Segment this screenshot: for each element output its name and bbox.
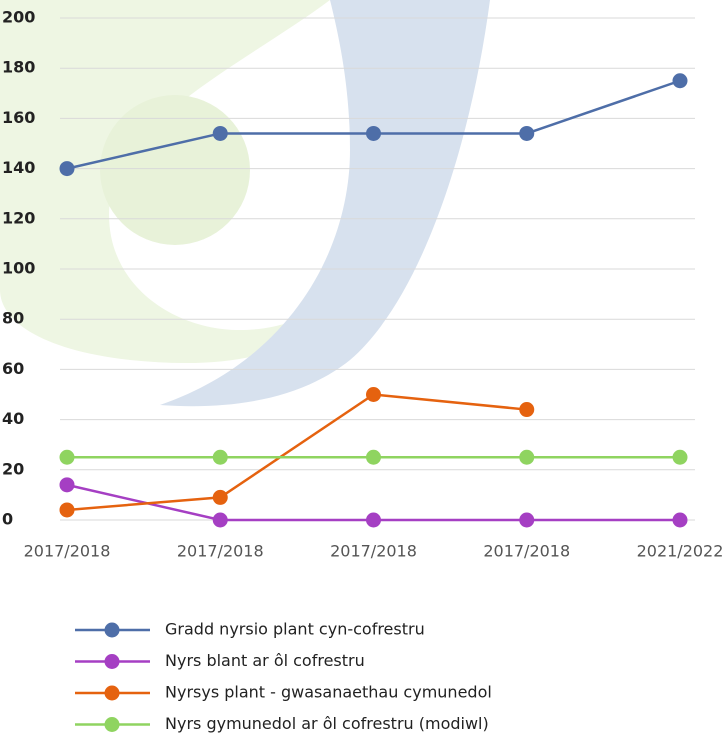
- legend-marker: [104, 717, 120, 732]
- data-point: [519, 449, 535, 465]
- legend-label: Nyrs blant ar ôl cofrestru: [165, 651, 365, 670]
- x-tick-label: 2017/2018: [483, 542, 570, 561]
- background-decoration: [0, 0, 490, 407]
- data-point: [519, 125, 535, 141]
- x-tick-label: 2017/2018: [177, 542, 264, 561]
- data-point: [672, 449, 688, 465]
- data-point: [519, 512, 535, 528]
- x-tick-label: 2021/2022: [637, 542, 723, 561]
- y-tick-label: 0: [2, 510, 13, 529]
- data-point: [59, 161, 75, 177]
- legend-marker: [104, 622, 120, 638]
- legend-marker: [104, 654, 120, 669]
- y-tick-label: 140: [2, 158, 35, 177]
- y-tick-label: 100: [2, 259, 35, 278]
- data-point: [672, 73, 688, 89]
- y-tick-label: 180: [2, 58, 35, 77]
- data-point: [212, 489, 228, 505]
- y-tick-label: 160: [2, 108, 35, 127]
- series-line: [66, 393, 527, 512]
- y-tick-label: 80: [2, 309, 24, 328]
- data-point: [59, 477, 75, 493]
- x-tick-label: 2017/2018: [330, 542, 417, 561]
- data-point: [366, 125, 381, 141]
- y-tick-label: 200: [2, 8, 35, 27]
- data-point: [212, 449, 228, 465]
- y-tick-label: 20: [2, 459, 24, 478]
- legend-marker: [104, 685, 120, 701]
- data-point: [212, 125, 228, 141]
- data-point: [366, 449, 381, 465]
- legend-label: Gradd nyrsio plant cyn-cofrestru: [165, 620, 425, 639]
- data-point: [212, 512, 228, 528]
- data-point: [59, 502, 75, 518]
- data-point: [519, 402, 535, 418]
- y-tick-label: 40: [2, 409, 24, 428]
- data-point: [672, 512, 688, 528]
- data-point: [59, 449, 75, 465]
- data-point: [366, 387, 381, 402]
- legend-label: Nyrs gymunedol ar ôl cofrestru (modiwl): [165, 714, 489, 733]
- data-point: [366, 512, 381, 528]
- legend-label: Nyrsys plant - gwasanaethau cymunedol: [165, 683, 492, 702]
- y-tick-label: 60: [2, 359, 24, 378]
- y-tick-label: 120: [2, 208, 35, 227]
- x-tick-label: 2017/2018: [24, 542, 111, 561]
